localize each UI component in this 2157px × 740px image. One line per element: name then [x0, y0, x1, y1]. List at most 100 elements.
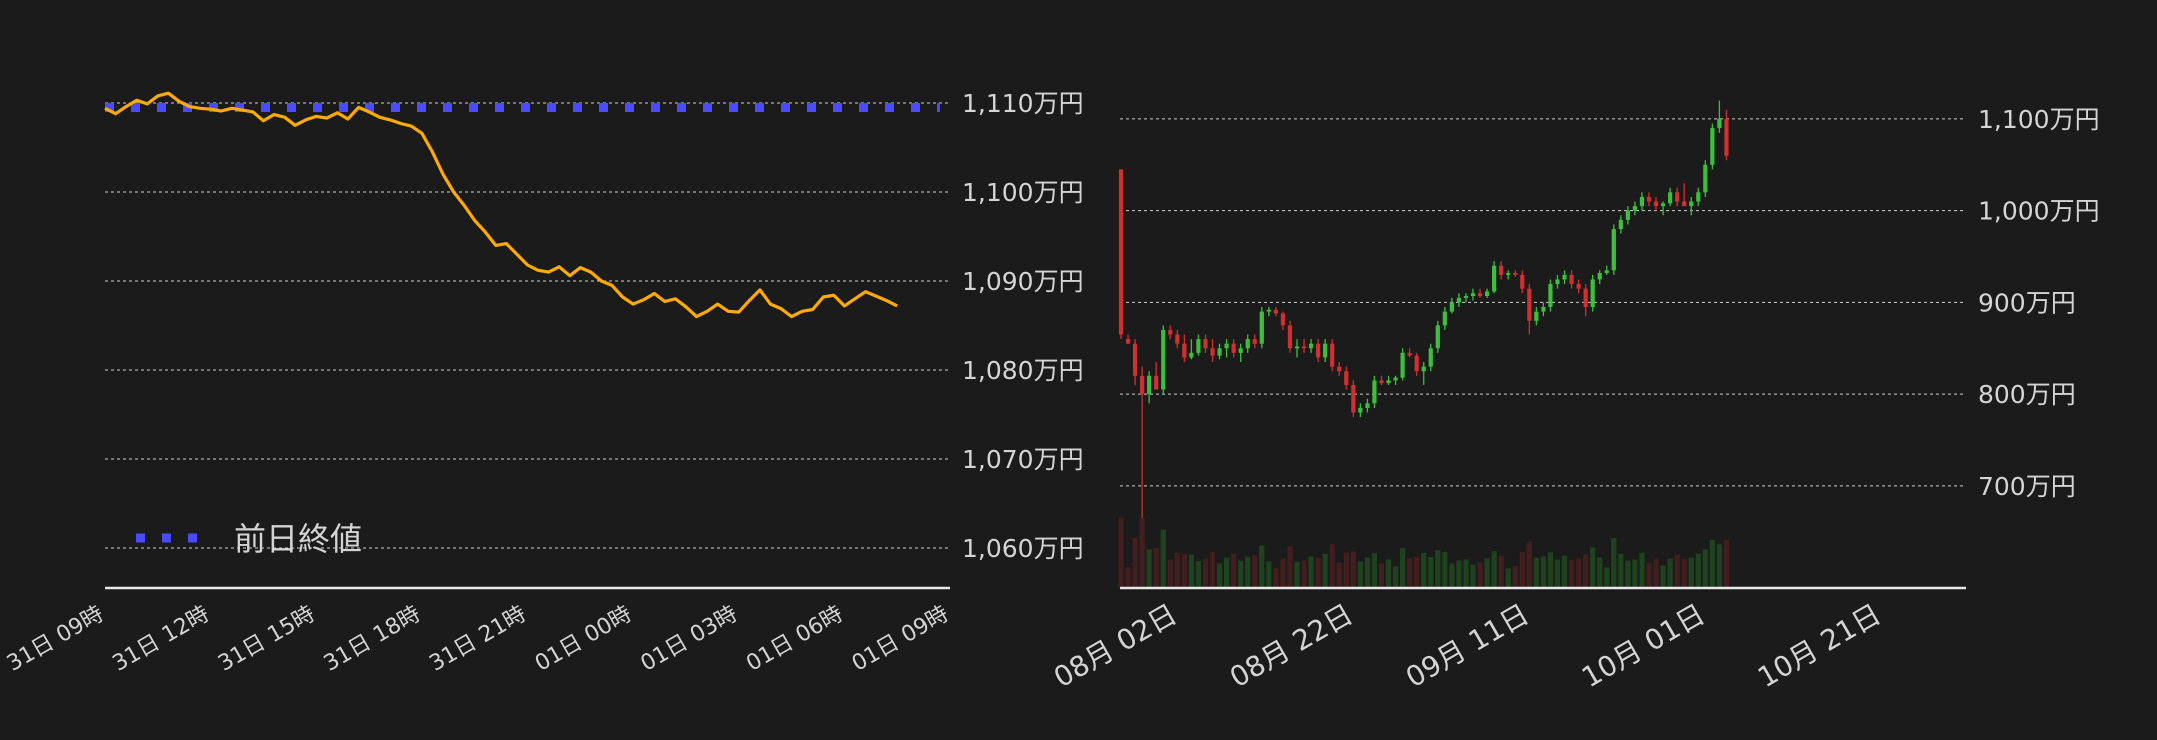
- candle-body: [1639, 196, 1645, 207]
- candle-body: [1632, 206, 1638, 211]
- volume-bar: [1259, 545, 1265, 588]
- candle-body: [1252, 339, 1257, 344]
- y-tick-label: 1,000万円: [1978, 197, 2100, 226]
- candle-body: [1604, 270, 1609, 274]
- volume-bar: [1245, 556, 1251, 588]
- candle-body: [1182, 343, 1187, 358]
- candle-body: [1266, 309, 1271, 312]
- candle-body: [1435, 325, 1440, 349]
- candle-body: [1245, 339, 1250, 349]
- volume-bar: [1681, 558, 1687, 588]
- candle-body: [1477, 293, 1483, 296]
- volume-bar: [1660, 565, 1666, 588]
- volume-bar: [1181, 554, 1187, 588]
- candle-body: [1259, 311, 1264, 344]
- y-tick-label: 700万円: [1978, 472, 2076, 501]
- y-tick-label: 1,110万円: [962, 89, 1084, 118]
- candle-body: [1506, 273, 1511, 275]
- volume-bar: [1667, 558, 1673, 588]
- candle-body: [1358, 407, 1363, 413]
- volume-bar: [1322, 553, 1328, 588]
- volume-bar: [1132, 537, 1138, 588]
- volume-bar: [1625, 560, 1631, 588]
- candle-body: [1414, 355, 1419, 372]
- y-tick-label: 1,060万円: [962, 534, 1084, 563]
- volume-bar: [1336, 562, 1342, 588]
- candle-body: [1625, 210, 1630, 220]
- volume-bar: [1414, 556, 1420, 588]
- candle-body: [1520, 274, 1525, 289]
- x-tick-label: 31日 21時: [425, 602, 530, 677]
- volume-bar: [1477, 562, 1483, 588]
- candle-body: [1470, 293, 1476, 296]
- candle-body: [1660, 203, 1666, 207]
- volume-bar: [1716, 544, 1722, 588]
- volume-bar: [1435, 550, 1441, 588]
- volume-bar: [1216, 563, 1223, 588]
- candle-body: [1189, 352, 1194, 358]
- candle-body: [1541, 307, 1546, 312]
- candle-body: [1323, 343, 1328, 358]
- candle-body: [1590, 279, 1595, 307]
- volume-bar: [1505, 568, 1511, 588]
- volume-bar: [1287, 546, 1293, 588]
- candle-body: [1330, 343, 1335, 367]
- volume-bar: [1533, 557, 1539, 588]
- volume-bar: [1611, 537, 1617, 588]
- volume-bar: [1224, 557, 1230, 588]
- x-tick-label: 10月 01日: [1576, 597, 1710, 694]
- volume-bar: [1231, 553, 1237, 588]
- volume-bar: [1463, 559, 1469, 588]
- volume-bar: [1568, 559, 1575, 588]
- volume-bar: [1526, 541, 1532, 588]
- volume-bar: [1484, 558, 1490, 588]
- candle-body: [1231, 343, 1236, 353]
- candle-body: [1618, 219, 1623, 230]
- volume-bar: [1470, 564, 1476, 588]
- volume-bar: [1709, 539, 1715, 588]
- volume-bar: [1280, 558, 1286, 588]
- candle-body: [1717, 118, 1722, 129]
- candle-body: [1703, 164, 1708, 193]
- candle-body: [1492, 265, 1497, 292]
- volume-bar: [1188, 554, 1194, 588]
- candle-body: [1210, 348, 1215, 356]
- volume-bar: [1590, 547, 1596, 588]
- candle-body: [1175, 334, 1180, 344]
- volume-bar: [1301, 560, 1307, 588]
- candle-body: [1513, 273, 1518, 275]
- x-tick-label: 01日 00時: [531, 602, 636, 677]
- volume-bar: [1139, 518, 1145, 588]
- candle-body: [1344, 371, 1349, 385]
- candle-body: [1653, 201, 1659, 207]
- intraday-chart: 1,060万円 1,070万円 1,080万円 1,090万円 1,100万円 1,110…: [3, 89, 1084, 677]
- volume-bar: [1294, 561, 1300, 588]
- legend-label: 前日終値: [234, 520, 362, 558]
- candle-body: [1337, 366, 1342, 372]
- x-tick-label: 01日 06時: [742, 602, 847, 677]
- candle-body: [1125, 339, 1131, 344]
- volume-bar: [1491, 551, 1497, 588]
- y-tick-label: 800万円: [1978, 380, 2076, 409]
- volume-bar: [1238, 560, 1244, 588]
- y-tick-label: 1,080万円: [962, 356, 1084, 385]
- volume-bar: [1442, 551, 1448, 588]
- candle-body: [1294, 346, 1300, 349]
- volume-bar: [1252, 555, 1258, 588]
- volume-bar: [1378, 563, 1385, 588]
- volume-bar: [1723, 539, 1730, 588]
- volume-bar: [1547, 552, 1554, 588]
- candle-body: [1351, 384, 1356, 413]
- volume-bar: [1315, 557, 1321, 588]
- candle-body: [1365, 403, 1370, 408]
- candle-body: [1499, 265, 1504, 275]
- daily-chart: 700万円 800万円 900万円 1,000万円 1,100万円 08月 02日 08月 …: [1048, 100, 2100, 694]
- y-tick-label: 1,090万円: [962, 267, 1084, 296]
- volume-bar: [1118, 518, 1124, 588]
- candle-body: [1372, 380, 1377, 404]
- candle-body: [1203, 339, 1208, 349]
- candle-body: [1301, 346, 1307, 349]
- candle-body: [1569, 274, 1574, 285]
- candle-body: [1273, 309, 1278, 314]
- volume-bar: [1174, 552, 1180, 588]
